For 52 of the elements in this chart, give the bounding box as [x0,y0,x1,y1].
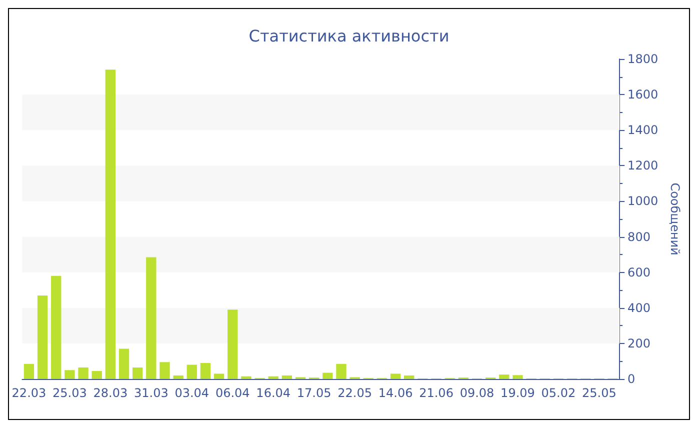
x-tick-label: 14.06 [378,386,413,400]
bar [499,374,510,379]
bar [214,374,224,379]
bar [78,367,88,379]
bar [105,70,116,379]
bar [322,372,333,379]
bar [64,370,75,379]
y-tick-label: 200 [628,336,650,350]
bar [200,363,211,379]
y-tick-label: 600 [628,265,650,280]
x-tick-label: 28.03 [93,386,128,400]
x-tick-label: 22.05 [338,386,372,400]
bar [146,257,156,379]
bar [51,276,62,379]
x-tick-label: 22.03 [12,386,46,400]
bar [118,348,130,379]
x-tick-label: 03.04 [174,386,210,400]
x-tick-label: 21.06 [419,386,454,400]
x-tick-label: 25.03 [52,386,87,400]
bar [132,367,143,379]
x-tick-label: 19.09 [500,386,535,400]
x-tick-label: 05.02 [541,386,576,400]
chart-title: Статистика активности [248,26,450,46]
bar [92,371,102,379]
x-tick-label: 16.04 [256,386,291,400]
y-tick-label: 1000 [628,194,658,208]
x-tick-label: 31.03 [134,386,168,400]
x-tick-label: 25.05 [582,386,616,400]
bar [512,375,523,379]
x-tick-label: 17.05 [296,386,332,400]
bar [160,362,170,379]
y-tick-label: 1600 [628,88,658,102]
bar [268,376,278,379]
bar [404,375,414,379]
y-tick-label: 1800 [628,52,658,66]
y-tick-label: 0 [628,372,636,386]
x-tick-label: 06.04 [215,386,250,400]
bar [186,364,197,379]
y-tick-label: 400 [628,300,650,315]
bar [228,310,238,379]
y-tick-label: 800 [628,230,650,244]
bar [173,375,184,379]
bar [24,364,34,379]
x-tick-label: 09.08 [460,386,494,400]
y-tick-label: 1200 [628,158,658,173]
bar [37,295,48,379]
y-axis-title: Сообщений [668,182,682,256]
y-tick-label: 1400 [628,123,658,138]
bar [241,376,252,379]
bar [282,375,292,379]
bar [336,364,346,379]
bar [390,374,401,379]
